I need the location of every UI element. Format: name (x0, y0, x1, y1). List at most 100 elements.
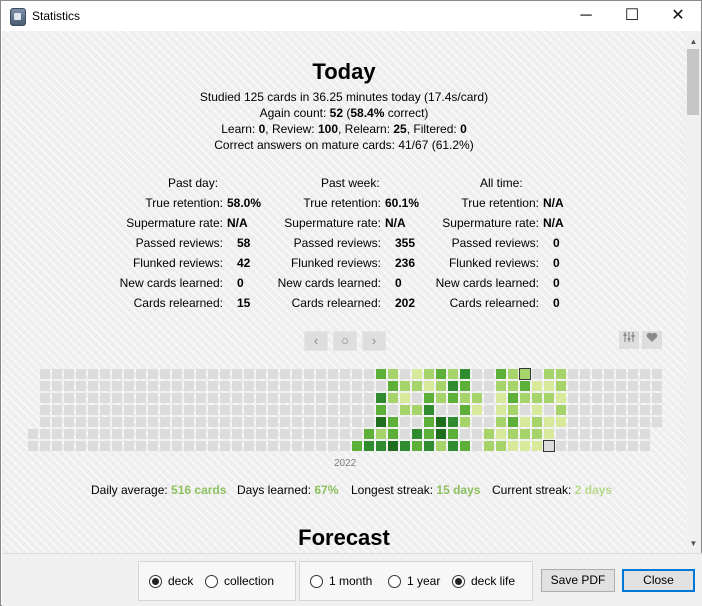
heatmap-cell[interactable] (543, 440, 555, 452)
heatmap-cell[interactable] (520, 429, 530, 439)
heatmap-cell[interactable] (52, 381, 62, 391)
heatmap-cell[interactable] (28, 441, 38, 451)
heatmap-cell[interactable] (316, 381, 326, 391)
heatmap-cell[interactable] (160, 429, 170, 439)
heatmap-cell[interactable] (628, 405, 638, 415)
heatmap-cell[interactable] (184, 393, 194, 403)
heatmap-cell[interactable] (520, 441, 530, 451)
heatmap-cell[interactable] (112, 405, 122, 415)
heatmap-cell[interactable] (88, 369, 98, 379)
heatmap-cell[interactable] (532, 369, 542, 379)
heatmap-cell[interactable] (628, 381, 638, 391)
heatmap-next-button[interactable]: › (362, 331, 386, 351)
heatmap-cell[interactable] (448, 405, 458, 415)
heatmap-cell[interactable] (268, 405, 278, 415)
heatmap-cell[interactable] (400, 369, 410, 379)
heatmap-cell[interactable] (76, 417, 86, 427)
heatmap-cell[interactable] (340, 417, 350, 427)
heatmap-cell[interactable] (640, 429, 650, 439)
heatmap-cell[interactable] (412, 441, 422, 451)
heatmap-cell[interactable] (400, 405, 410, 415)
heatmap-cell[interactable] (124, 405, 134, 415)
heatmap-cell[interactable] (340, 393, 350, 403)
heatmap-cell[interactable] (280, 429, 290, 439)
heatmap-cell[interactable] (484, 405, 494, 415)
heatmap-cell[interactable] (160, 393, 170, 403)
heatmap-cell[interactable] (256, 393, 266, 403)
heatmap-cell[interactable] (76, 369, 86, 379)
heatmap-cell[interactable] (376, 381, 386, 391)
heatmap-cell[interactable] (280, 441, 290, 451)
heatmap-cell[interactable] (160, 381, 170, 391)
heatmap-cell[interactable] (328, 393, 338, 403)
heatmap-cell[interactable] (436, 441, 446, 451)
heatmap-cell[interactable] (652, 405, 662, 415)
heatmap-cell[interactable] (208, 405, 218, 415)
heatmap-cell[interactable] (519, 368, 531, 380)
heatmap-cell[interactable] (532, 405, 542, 415)
scroll-up-arrow-icon[interactable]: ▲ (689, 37, 698, 46)
heatmap-cell[interactable] (352, 369, 362, 379)
heatmap-cell[interactable] (412, 381, 422, 391)
heatmap-cell[interactable] (304, 381, 314, 391)
heatmap-cell[interactable] (424, 393, 434, 403)
heatmap-cell[interactable] (436, 381, 446, 391)
heatmap-cell[interactable] (628, 441, 638, 451)
heatmap-cell[interactable] (400, 441, 410, 451)
maximize-button[interactable]: ☐ (624, 7, 640, 24)
heatmap-cell[interactable] (616, 441, 626, 451)
heatmap-cell[interactable] (256, 429, 266, 439)
heatmap-cell[interactable] (556, 405, 566, 415)
heatmap-cell[interactable] (580, 369, 590, 379)
heatmap-cell[interactable] (124, 381, 134, 391)
heatmap-cell[interactable] (532, 429, 542, 439)
one-year-label[interactable]: 1 year (407, 574, 441, 588)
heatmap-cell[interactable] (100, 393, 110, 403)
heatmap-cell[interactable] (52, 417, 62, 427)
heatmap-cell[interactable] (604, 417, 614, 427)
heatmap-cell[interactable] (196, 429, 206, 439)
heatmap-cell[interactable] (256, 441, 266, 451)
heatmap-cell[interactable] (580, 381, 590, 391)
heatmap-cell[interactable] (256, 381, 266, 391)
close-window-button[interactable]: ✕ (671, 7, 685, 24)
heatmap-cell[interactable] (280, 417, 290, 427)
heatmap-cell[interactable] (64, 441, 74, 451)
heatmap-cell[interactable] (64, 369, 74, 379)
heatmap-cell[interactable] (508, 417, 518, 427)
heatmap-cell[interactable] (148, 381, 158, 391)
heatmap-cell[interactable] (628, 369, 638, 379)
heatmap-cell[interactable] (340, 381, 350, 391)
heatmap-cell[interactable] (472, 381, 482, 391)
heatmap-cell[interactable] (448, 417, 458, 427)
heatmap-cell[interactable] (580, 441, 590, 451)
heatmap-cell[interactable] (244, 381, 254, 391)
heatmap-cell[interactable] (196, 441, 206, 451)
heatmap-prev-button[interactable]: ‹ (304, 331, 328, 351)
scrollbar-thumb[interactable] (687, 49, 699, 115)
heatmap-cell[interactable] (172, 369, 182, 379)
heatmap-cell[interactable] (424, 369, 434, 379)
heatmap-cell[interactable] (52, 369, 62, 379)
heatmap-cell[interactable] (124, 369, 134, 379)
heatmap-cell[interactable] (64, 417, 74, 427)
heatmap-cell[interactable] (268, 429, 278, 439)
heatmap-cell[interactable] (208, 369, 218, 379)
heatmap-cell[interactable] (592, 369, 602, 379)
heatmap-cell[interactable] (604, 405, 614, 415)
heatmap-cell[interactable] (340, 405, 350, 415)
heatmap-cell[interactable] (40, 429, 50, 439)
heatmap-cell[interactable] (256, 417, 266, 427)
heatmap-cell[interactable] (532, 417, 542, 427)
heatmap-cell[interactable] (460, 441, 470, 451)
heatmap-cell[interactable] (460, 405, 470, 415)
heatmap-cell[interactable] (280, 369, 290, 379)
one-year-radio[interactable] (388, 575, 401, 588)
heatmap-cell[interactable] (268, 417, 278, 427)
heatmap-cell[interactable] (76, 393, 86, 403)
deck-life-radio[interactable] (452, 575, 465, 588)
heatmap-cell[interactable] (484, 417, 494, 427)
heatmap-cell[interactable] (292, 417, 302, 427)
heatmap-cell[interactable] (520, 417, 530, 427)
heatmap-cell[interactable] (352, 441, 362, 451)
